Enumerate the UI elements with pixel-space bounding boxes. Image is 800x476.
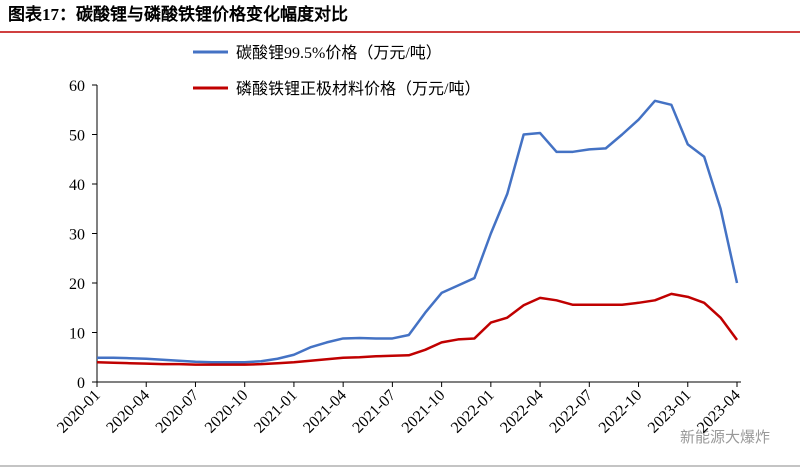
y-tick-label: 60 bbox=[69, 78, 85, 95]
x-tick-label: 2022-07 bbox=[546, 387, 596, 437]
x-tick-label: 2022-10 bbox=[596, 387, 646, 437]
y-tick-label: 40 bbox=[69, 177, 85, 194]
y-tick-label: 20 bbox=[69, 276, 85, 293]
y-tick-label: 50 bbox=[69, 128, 85, 145]
x-tick-label: 2021-04 bbox=[300, 387, 350, 437]
x-tick-label: 2021-07 bbox=[349, 387, 399, 437]
x-tick-label: 2020-04 bbox=[103, 387, 153, 437]
x-tick-label: 2022-01 bbox=[448, 387, 498, 437]
x-tick-label: 2020-07 bbox=[153, 387, 203, 437]
series-line bbox=[96, 292, 739, 366]
x-tick-label: 2021-01 bbox=[251, 387, 301, 437]
watermark: 新能源大爆炸 bbox=[680, 429, 770, 446]
x-tick-label: 2020-01 bbox=[54, 387, 104, 437]
y-tick-label: 30 bbox=[69, 227, 85, 244]
legend-label: 碳酸锂99.5%价格（万元/吨） bbox=[236, 44, 442, 62]
legend-label: 磷酸铁锂正极材料价格（万元/吨） bbox=[236, 80, 480, 98]
x-tick-label: 2022-04 bbox=[497, 387, 547, 437]
chart-title: 图表17：碳酸锂与磷酸铁锂价格变化幅度对比 bbox=[8, 4, 348, 24]
y-tick-label: 10 bbox=[69, 326, 85, 343]
y-tick-label: 0 bbox=[77, 375, 85, 392]
x-tick-label: 2020-10 bbox=[202, 387, 252, 437]
series-line bbox=[97, 99, 739, 364]
x-tick-label: 2021-10 bbox=[399, 387, 449, 437]
